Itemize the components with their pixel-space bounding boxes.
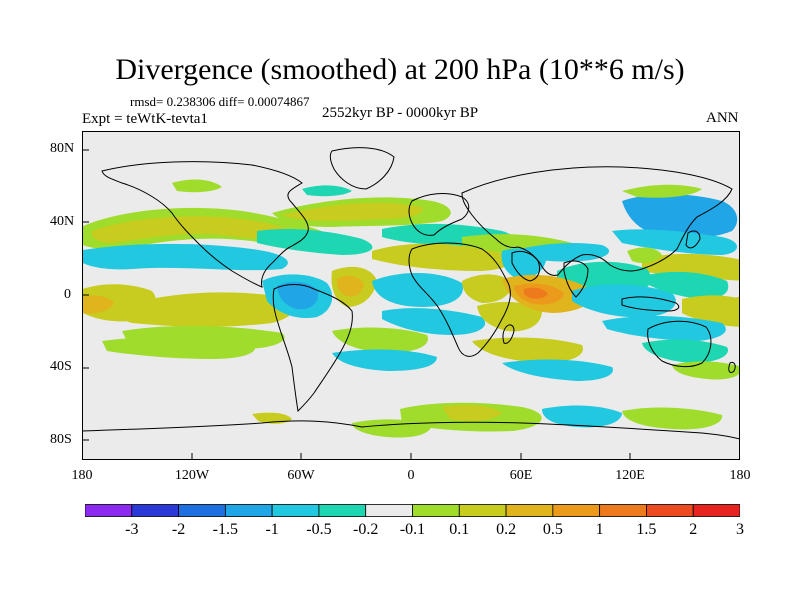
colorbar-swatch [131, 504, 179, 517]
arabia-coast [511, 250, 541, 282]
contour-region [82, 243, 288, 271]
contour-region [622, 407, 723, 430]
colorbar-swatch [552, 504, 601, 517]
colorbar-swatch [85, 504, 133, 517]
colorbar-label: -0.2 [353, 521, 379, 538]
colorbar-label: 0.1 [449, 521, 470, 538]
madagascar-coast [502, 324, 515, 344]
colorbar [85, 504, 740, 517]
contour-region [612, 229, 737, 255]
plot-title: Divergence (smoothed) at 200 hPa (10**6 … [115, 53, 685, 86]
contour-region [382, 308, 486, 335]
colorbar-label: -0.1 [399, 521, 426, 538]
contour-region [302, 185, 352, 197]
contour-region [252, 412, 292, 424]
divergence-field [82, 179, 740, 438]
y-tick-label: 80N [50, 141, 75, 156]
colorbar-swatch [365, 504, 413, 517]
contour-region [501, 248, 546, 279]
europe-coast [408, 193, 470, 236]
colorbar-label: -0.5 [306, 521, 332, 538]
y-tick-label: 40N [50, 214, 75, 229]
x-tick-label: 0 [407, 468, 415, 483]
colorbar-label: 3 [736, 521, 744, 538]
japan-coast [685, 230, 701, 249]
y-tick-label: 40S [50, 359, 72, 374]
axis-ticks [82, 149, 631, 460]
asia-coast [461, 166, 733, 276]
contour-region [172, 179, 222, 193]
coastlines [82, 147, 740, 440]
contour-region [472, 337, 583, 363]
experiment-label: Expt = teWtK-tevta1 [82, 111, 208, 127]
colorbar-swatch [412, 504, 460, 517]
contour-region [642, 271, 729, 299]
colorbar-label: -1 [265, 521, 279, 538]
x-tick-label: 120E [615, 468, 645, 483]
antarctica-coast [82, 420, 740, 440]
colorbar-label: -2 [171, 521, 186, 538]
season-label: ANN [706, 110, 739, 126]
contour-region [372, 243, 513, 271]
new-zealand-coast [728, 362, 736, 374]
contour-region [622, 194, 738, 239]
colorbar-label: -3 [125, 521, 139, 538]
colorbar-swatch [458, 504, 507, 517]
contour-region [572, 284, 676, 318]
colorbar-label: -1.5 [212, 521, 239, 538]
divergence-map [82, 131, 740, 460]
contour-region [627, 247, 662, 263]
x-tick-label: 180 [729, 468, 751, 483]
colorbar-swatch [692, 504, 740, 517]
stats-text: rmsd= 0.238306 diff= 0.00074867 [130, 94, 310, 109]
x-tick-label: 180 [71, 468, 93, 483]
north-america-coast [101, 161, 309, 288]
x-tick-label: 120W [174, 468, 210, 483]
colorbar-label: 1 [595, 521, 604, 538]
contour-region [277, 281, 319, 310]
contour-region [622, 184, 702, 198]
y-tick-label: 0 [64, 287, 71, 302]
colorbar-swatch [178, 504, 226, 517]
colorbar-label: 1.5 [636, 521, 657, 538]
contour-region [82, 295, 114, 314]
south-america-coast [272, 284, 353, 413]
india-coast [563, 260, 589, 298]
colorbar-swatch [318, 504, 367, 517]
contour-region [462, 274, 512, 303]
x-tick-label: 60W [287, 468, 315, 483]
contour-region [352, 419, 432, 438]
colorbar-swatch [599, 504, 647, 517]
contour-region [332, 349, 437, 371]
contour-region [257, 228, 373, 255]
contour-region [91, 216, 302, 243]
australia-coast [647, 320, 712, 368]
contour-region [336, 275, 364, 297]
contour-region [102, 337, 256, 359]
contour-region [442, 405, 502, 421]
colorbar-swatch [646, 504, 694, 517]
colorbar-swatch [505, 504, 554, 517]
contour-region [118, 292, 295, 327]
contour-region [332, 327, 428, 353]
africa-coast [408, 242, 511, 357]
contour-region [502, 359, 613, 381]
contour-region [372, 272, 463, 307]
contour-region [672, 361, 740, 380]
contour-region [477, 301, 542, 332]
period-label: 2552kyr BP - 0000kyr BP [322, 105, 479, 121]
contour-region [523, 287, 548, 299]
colorbar-label: 0.5 [542, 521, 563, 538]
greenland-coast [329, 147, 395, 190]
contour-region [282, 202, 423, 221]
colorbar-swatch [271, 504, 320, 517]
indonesia-coast [621, 296, 680, 312]
colorbar-swatch [224, 504, 273, 517]
contour-region [542, 405, 622, 428]
contour-region [602, 315, 726, 341]
y-tick-label: 80S [50, 432, 72, 447]
x-tick-label: 60E [509, 468, 533, 483]
colorbar-label: 2 [689, 521, 698, 538]
colorbar-label: 0.2 [496, 521, 517, 538]
